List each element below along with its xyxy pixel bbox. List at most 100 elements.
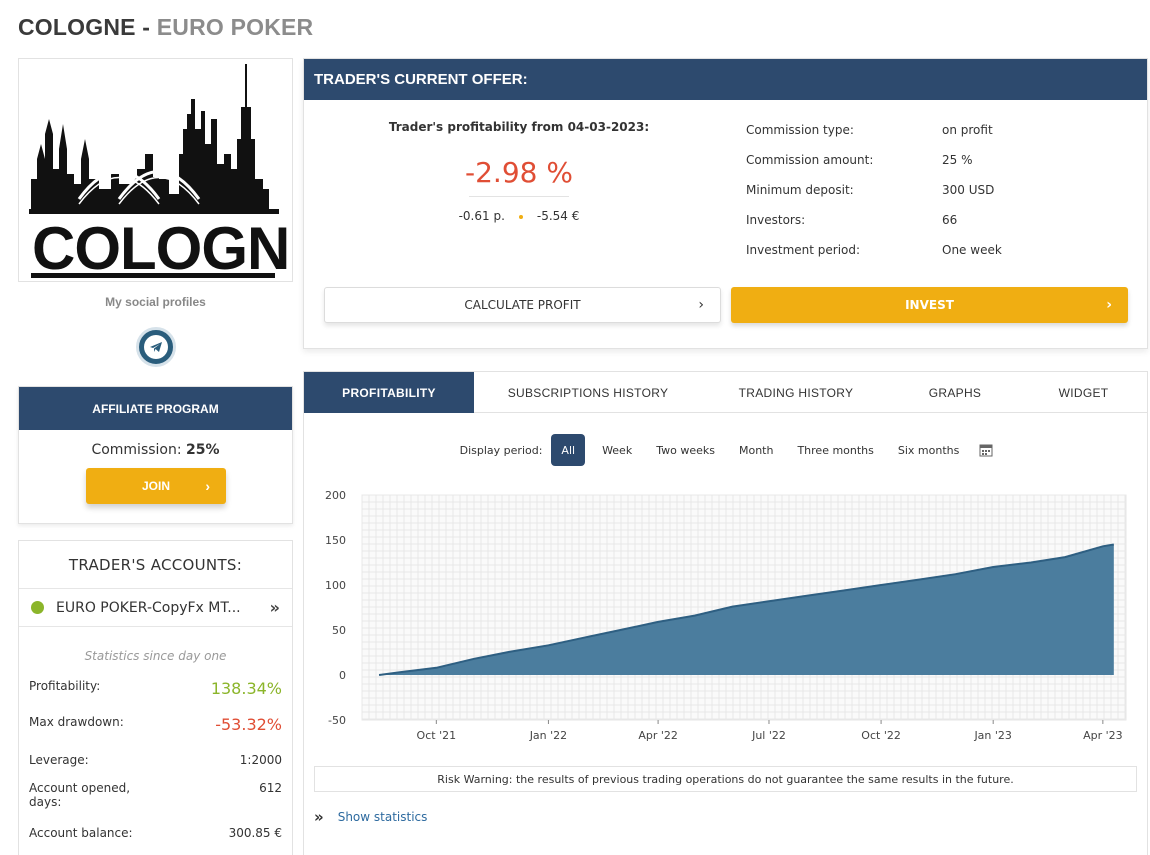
stat-value: 1:2000 bbox=[239, 753, 282, 767]
stat-row-max-drawdown: Max drawdown: -53.32% bbox=[19, 715, 292, 751]
status-dot-icon bbox=[31, 601, 44, 614]
join-button[interactable]: JOIN › bbox=[86, 468, 226, 504]
stat-value: 138.34% bbox=[210, 679, 282, 698]
stat-row-leverage: Leverage: 1:2000 bbox=[19, 751, 292, 781]
trader-logo: COLOGNE bbox=[18, 58, 293, 282]
x-tick-label: Jan '23 bbox=[973, 729, 1011, 742]
stats-since-label: Statistics since day one bbox=[84, 649, 227, 663]
display-period-bar: Display period: All Week Two weeks Month… bbox=[304, 434, 1149, 466]
detail-label: Commission amount: bbox=[746, 153, 874, 167]
invest-button[interactable]: INVEST › bbox=[731, 287, 1128, 323]
detail-value: One week bbox=[942, 243, 1002, 257]
cologne-skyline-logo: COLOGNE bbox=[29, 64, 293, 282]
telegram-link[interactable] bbox=[136, 327, 176, 367]
calculate-profit-label: CALCULATE PROFIT bbox=[464, 298, 581, 312]
offer-detail-row: Minimum deposit: 300 USD bbox=[746, 183, 1002, 213]
profitability-caption: Trader's profitability from 04-03-2023: bbox=[388, 120, 650, 134]
tab-graphs[interactable]: GRAPHS bbox=[928, 385, 982, 400]
period-all[interactable]: All bbox=[551, 434, 586, 466]
affiliate-commission-value: 25% bbox=[186, 442, 220, 458]
x-tick-label: Jul '22 bbox=[751, 729, 786, 742]
invest-label: INVEST bbox=[905, 298, 954, 312]
tab-profitability[interactable]: PROFITABILITY bbox=[304, 372, 474, 413]
x-tick-label: Oct '22 bbox=[861, 729, 901, 742]
period-month[interactable]: Month bbox=[738, 443, 774, 457]
calendar-icon[interactable] bbox=[979, 443, 993, 457]
calculate-profit-button[interactable]: CALCULATE PROFIT › bbox=[324, 287, 721, 323]
title-main: COLOGNE - bbox=[18, 14, 157, 40]
tab-bar: PROFITABILITY SUBSCRIPTIONS HISTORY TRAD… bbox=[304, 372, 1147, 413]
separator-dot-icon bbox=[518, 214, 523, 219]
y-tick-label: 200 bbox=[325, 489, 346, 502]
profit-money: -5.54 € bbox=[536, 209, 580, 223]
stat-row-account-opened: Account opened, days: 612 bbox=[19, 781, 292, 826]
tab-subscriptions-history[interactable]: SUBSCRIPTIONS HISTORY bbox=[507, 385, 669, 400]
risk-warning: Risk Warning: the results of previous tr… bbox=[314, 766, 1137, 792]
affiliate-program-panel: AFFILIATE PROGRAM Commission: 25% JOIN › bbox=[18, 386, 293, 524]
profitability-sub: -0.61 p. -5.54 € bbox=[304, 209, 734, 223]
stat-label: Leverage: bbox=[29, 753, 89, 767]
account-name: EURO POKER-CopyFx MT... bbox=[56, 599, 241, 616]
offer-detail-row: Commission amount: 25 % bbox=[746, 153, 1002, 183]
show-statistics-label: Show statistics bbox=[337, 810, 428, 824]
y-tick-label: 150 bbox=[325, 534, 346, 547]
chevron-right-icon: › bbox=[698, 297, 704, 313]
y-tick-label: 50 bbox=[332, 624, 346, 637]
period-six-months[interactable]: Six months bbox=[897, 443, 960, 457]
stat-label: Account balance: bbox=[29, 826, 133, 840]
affiliate-commission-label: Commission: bbox=[91, 442, 187, 458]
detail-value: on profit bbox=[942, 123, 993, 137]
detail-value: 25 % bbox=[942, 153, 973, 167]
current-offer-panel: TRADER'S CURRENT OFFER: Trader's profita… bbox=[303, 58, 1148, 349]
offer-detail-row: Commission type: on profit bbox=[746, 123, 1002, 153]
logo-text: COLOGNE bbox=[32, 215, 293, 282]
affiliate-program-title: AFFILIATE PROGRAM bbox=[19, 387, 292, 430]
y-tick-label: 100 bbox=[325, 579, 346, 592]
detail-label: Investment period: bbox=[746, 243, 861, 257]
current-offer-title: TRADER'S CURRENT OFFER: bbox=[304, 59, 1147, 100]
title-sub: EURO POKER bbox=[156, 14, 314, 40]
stat-label: Profitability: bbox=[29, 679, 101, 693]
page-title: COLOGNE - EURO POKER bbox=[18, 14, 313, 41]
detail-label: Investors: bbox=[746, 213, 806, 227]
x-tick-label: Apr '22 bbox=[638, 729, 678, 742]
period-week[interactable]: Week bbox=[602, 443, 633, 457]
traders-accounts-panel: TRADER'S ACCOUNTS: EURO POKER-CopyFx MT.… bbox=[18, 540, 293, 855]
traders-accounts-title: TRADER'S ACCOUNTS: bbox=[19, 541, 292, 589]
profitability-chart: 200 150 100 50 0 -50 Oct '21 Jan '22 Apr '22 Jul … bbox=[325, 489, 1127, 742]
double-chevron-right-icon: » bbox=[269, 598, 280, 617]
tab-widget[interactable]: WIDGET bbox=[1058, 385, 1109, 400]
offer-detail-row: Investors: 66 bbox=[746, 213, 1002, 243]
double-chevron-right-icon: » bbox=[314, 808, 324, 826]
offer-details: Commission type: on profit Commission amo… bbox=[746, 123, 1002, 273]
stat-label: Max drawdown: bbox=[29, 715, 124, 729]
stat-value: 612 bbox=[259, 781, 282, 795]
tab-trading-history[interactable]: TRADING HISTORY bbox=[738, 385, 854, 400]
join-button-label: JOIN bbox=[141, 479, 170, 493]
offer-detail-row: Investment period: One week bbox=[746, 243, 1002, 273]
affiliate-commission: Commission: 25% bbox=[19, 442, 292, 458]
detail-label: Commission type: bbox=[746, 123, 854, 137]
show-statistics-link[interactable]: » Show statistics bbox=[314, 808, 427, 826]
y-tick-label: 0 bbox=[339, 669, 346, 682]
detail-label: Minimum deposit: bbox=[746, 183, 854, 197]
detail-value: 300 USD bbox=[942, 183, 995, 197]
series-line bbox=[378, 543, 1114, 676]
account-item[interactable]: EURO POKER-CopyFx MT... » bbox=[19, 589, 292, 627]
period-two-weeks[interactable]: Two weeks bbox=[656, 443, 715, 457]
x-tick-label: Jan '22 bbox=[529, 729, 567, 742]
stats-tabs-panel: PROFITABILITY SUBSCRIPTIONS HISTORY TRAD… bbox=[303, 371, 1148, 855]
x-tick-label: Apr '23 bbox=[1083, 729, 1123, 742]
telegram-icon bbox=[144, 335, 168, 359]
chevron-right-icon: › bbox=[205, 478, 210, 494]
period-three-months[interactable]: Three months bbox=[797, 443, 874, 457]
stat-row-profitability: Profitability: 138.34% bbox=[19, 679, 292, 715]
chevron-right-icon: › bbox=[1106, 297, 1112, 313]
display-period-label: Display period: bbox=[459, 443, 543, 457]
profit-points: -0.61 p. bbox=[458, 209, 505, 223]
social-profiles-label: My social profiles bbox=[105, 295, 206, 309]
divider bbox=[469, 196, 569, 197]
profitability-value: -2.98 % bbox=[465, 156, 573, 189]
x-tick-label: Oct '21 bbox=[417, 729, 457, 742]
y-tick-label: -50 bbox=[328, 714, 346, 727]
